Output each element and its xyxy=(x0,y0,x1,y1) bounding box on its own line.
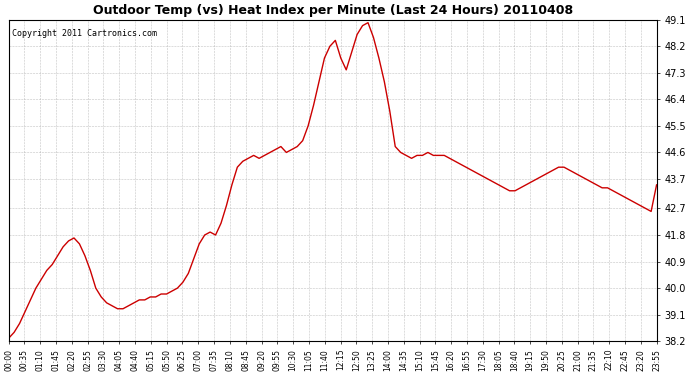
Title: Outdoor Temp (vs) Heat Index per Minute (Last 24 Hours) 20110408: Outdoor Temp (vs) Heat Index per Minute … xyxy=(92,4,573,17)
Text: Copyright 2011 Cartronics.com: Copyright 2011 Cartronics.com xyxy=(12,29,157,38)
